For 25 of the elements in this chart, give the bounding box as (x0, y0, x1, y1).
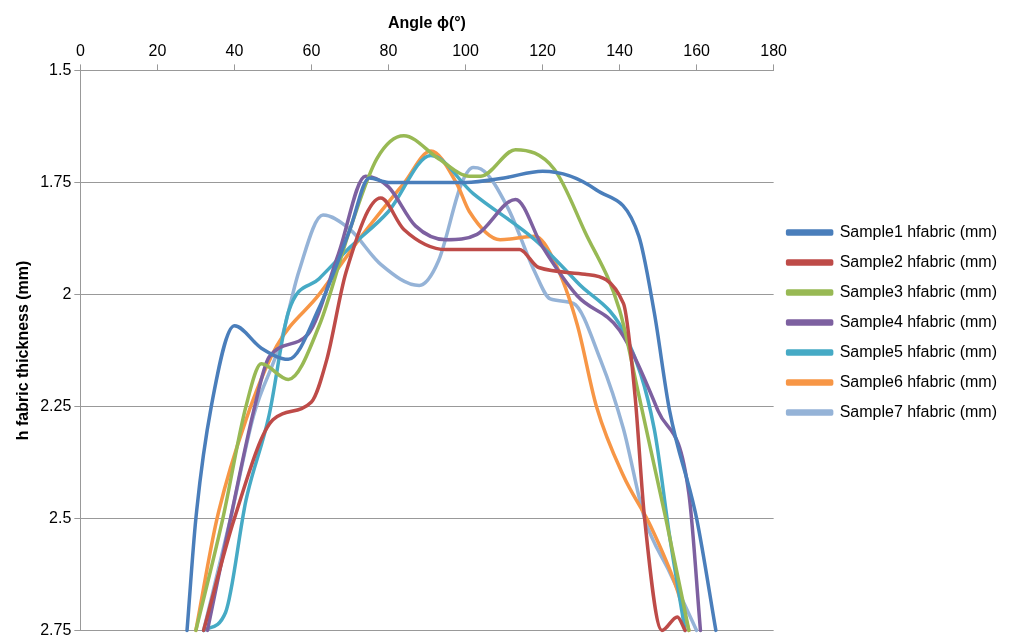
x-tick-label: 160 (683, 42, 711, 60)
x-tick-label: 140 (606, 42, 634, 60)
x-tick-label: 120 (529, 42, 556, 60)
legend-label: Sample4 hfabric (mm) (839, 312, 997, 330)
y-tick-label: 1.5 (49, 60, 72, 78)
legend-label: Sample3 hfabric (mm) (839, 282, 997, 300)
x-tick-label: 20 (148, 42, 167, 60)
y-tick-label: 2 (62, 284, 72, 302)
x-tick-label: 40 (225, 42, 244, 60)
x-axis-title: Angle ϕ(°) (388, 14, 466, 32)
legend-label: Sample7 hfabric (mm) (839, 402, 997, 420)
x-tick-label: 80 (379, 42, 398, 60)
x-tick-label: 0 (75, 42, 85, 60)
y-tick-label: 2.5 (49, 508, 72, 526)
x-tick-label: 60 (302, 42, 321, 60)
y-tick-label: 2.25 (40, 396, 72, 414)
legend-label: Sample5 hfabric (mm) (839, 342, 997, 360)
y-tick-label: 2.75 (40, 620, 72, 638)
y-axis-title: h fabric thickness (mm) (14, 260, 32, 441)
x-tick-label: 100 (452, 42, 479, 60)
y-tick-label: 1.75 (40, 172, 72, 190)
legend-label: Sample6 hfabric (mm) (839, 372, 997, 390)
legend-label: Sample2 hfabric (mm) (839, 252, 997, 270)
x-tick-label: 180 (760, 42, 788, 60)
legend-label: Sample1 hfabric (mm) (839, 222, 997, 240)
